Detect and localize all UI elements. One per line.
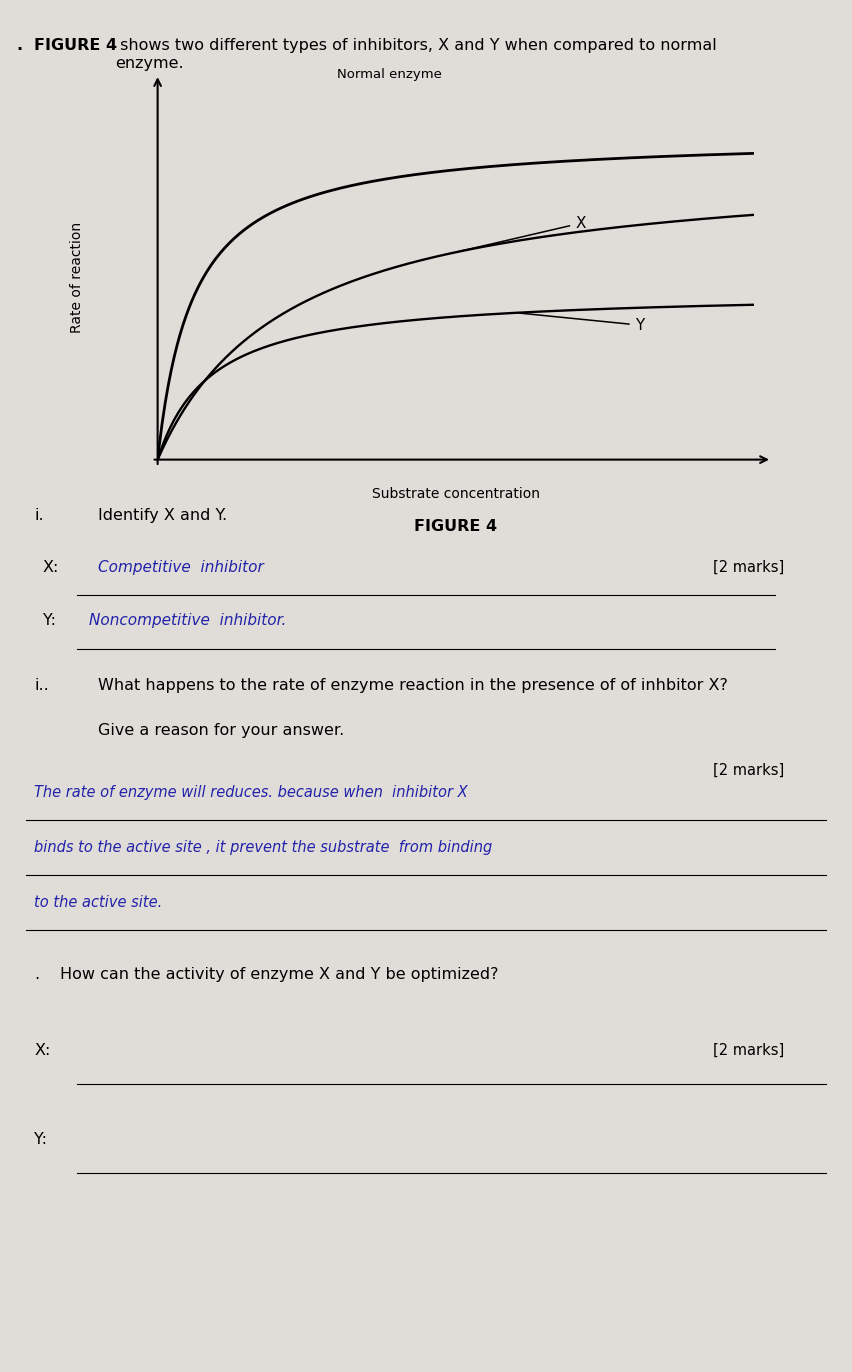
Text: [2 marks]: [2 marks] — [712, 1043, 784, 1058]
Text: Identify X and Y.: Identify X and Y. — [98, 508, 227, 523]
Text: to the active site.: to the active site. — [34, 895, 163, 910]
Text: What happens to the rate of enzyme reaction in the presence of of inhbitor X?: What happens to the rate of enzyme react… — [98, 678, 728, 693]
Text: FIGURE 4: FIGURE 4 — [34, 38, 118, 54]
Text: .: . — [17, 38, 29, 54]
Text: Normal enzyme: Normal enzyme — [337, 69, 441, 81]
Text: The rate of enzyme will reduces. because when  inhibitor X: The rate of enzyme will reduces. because… — [34, 785, 468, 800]
Text: binds to the active site , it prevent the substrate  from binding: binds to the active site , it prevent th… — [34, 840, 492, 855]
Text: [2 marks]: [2 marks] — [712, 560, 784, 575]
Text: Give a reason for your answer.: Give a reason for your answer. — [98, 723, 344, 738]
Text: Y: Y — [519, 313, 644, 332]
Text: FIGURE 4: FIGURE 4 — [414, 519, 498, 534]
Text: i..: i.. — [34, 678, 49, 693]
Text: i.: i. — [34, 508, 43, 523]
Text: Noncompetitive  inhibitor.: Noncompetitive inhibitor. — [89, 613, 287, 628]
Text: X:: X: — [43, 560, 59, 575]
Text: [2 marks]: [2 marks] — [712, 763, 784, 778]
Text: Y:: Y: — [34, 1132, 47, 1147]
Text: Competitive  inhibitor: Competitive inhibitor — [98, 560, 264, 575]
Text: How can the activity of enzyme X and Y be optimized?: How can the activity of enzyme X and Y b… — [60, 967, 498, 982]
Text: .: . — [34, 967, 39, 982]
Text: Substrate concentration: Substrate concentration — [371, 487, 540, 501]
Text: shows two different types of inhibitors, X and Y when compared to normal
enzyme.: shows two different types of inhibitors,… — [115, 38, 717, 71]
Text: Y:: Y: — [43, 613, 55, 628]
Text: Rate of reaction: Rate of reaction — [70, 222, 83, 333]
Text: X:: X: — [34, 1043, 50, 1058]
Text: X: X — [459, 215, 585, 251]
